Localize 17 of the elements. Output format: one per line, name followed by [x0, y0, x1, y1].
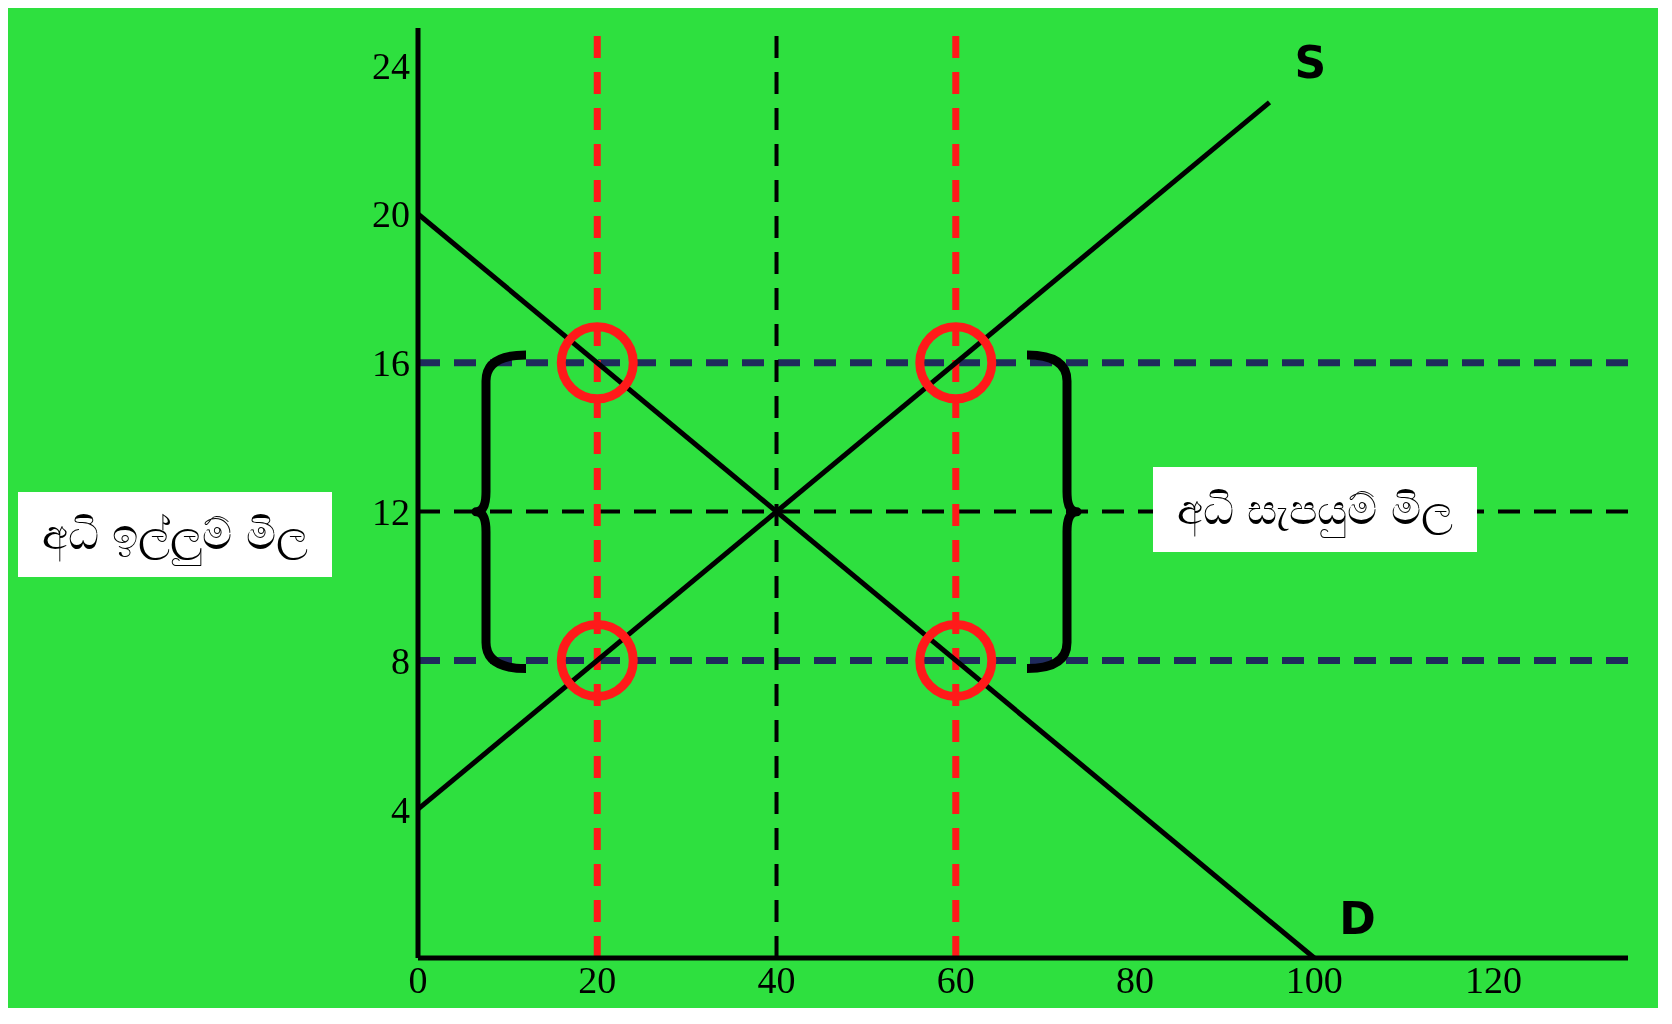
x-tick-label: 80 — [1116, 958, 1155, 1001]
y-tick-label: 12 — [372, 491, 410, 534]
x-tick-label: 120 — [1465, 958, 1523, 1001]
annotation: D — [1339, 893, 1376, 944]
x-tick-label: 40 — [757, 958, 796, 1001]
y-tick-label: 16 — [372, 342, 410, 385]
y-tick-label: 24 — [372, 44, 410, 87]
y-tick-label: 4 — [391, 788, 410, 831]
x-tick-label: 100 — [1285, 958, 1343, 1001]
x-tick-label: 20 — [578, 958, 617, 1001]
y-tick-label: 20 — [372, 193, 410, 236]
annotation: අධි සැපයුම් මිල — [1152, 466, 1477, 552]
annotation: S — [1294, 37, 1327, 89]
x-tick-label: 0 — [408, 958, 428, 1001]
text: අධි ඉල්ලුම් මිල — [18, 491, 332, 577]
x-tick-label: 60 — [936, 958, 975, 1001]
y-tick-label: 8 — [391, 639, 410, 682]
